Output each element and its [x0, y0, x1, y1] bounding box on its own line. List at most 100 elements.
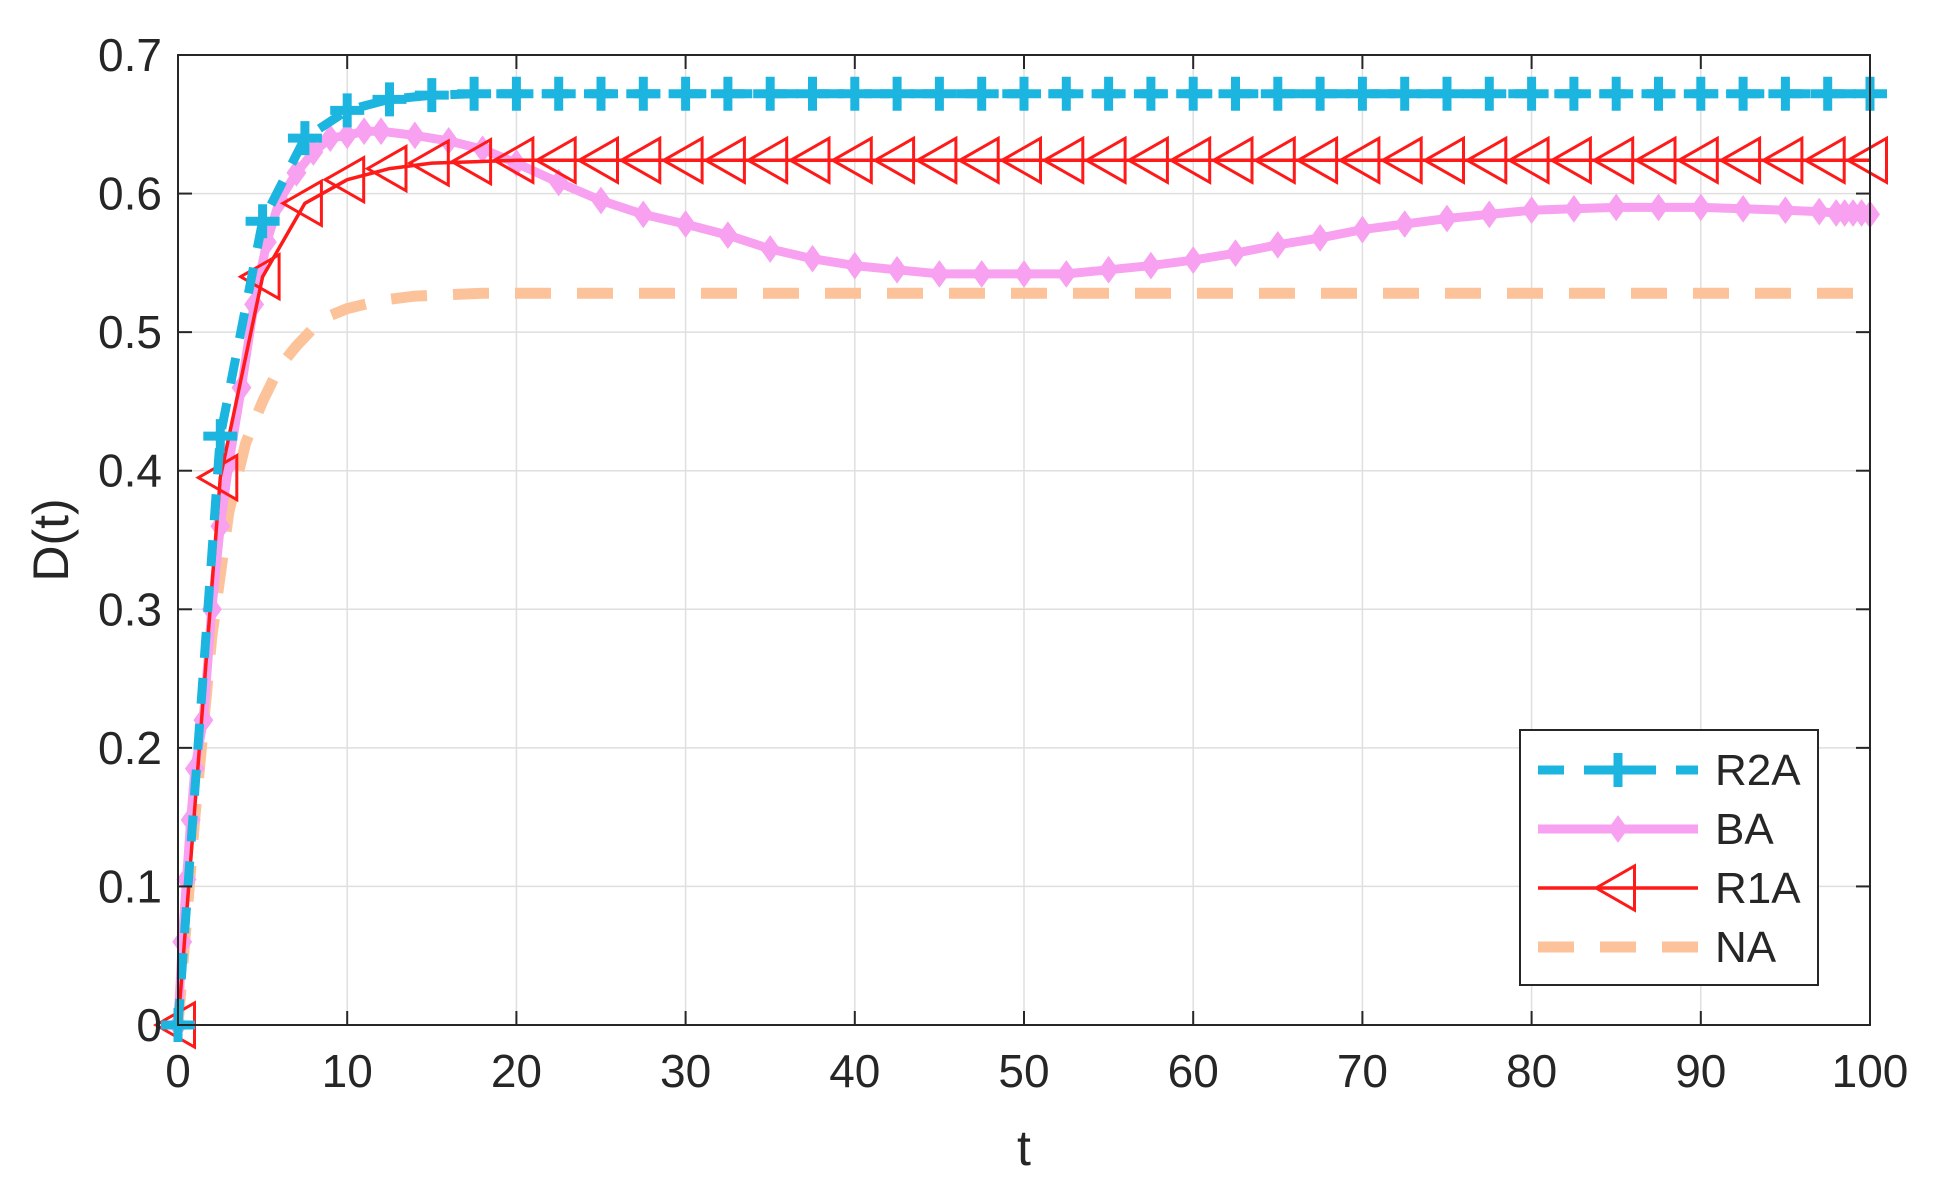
- data-point: [1810, 76, 1845, 111]
- x-tick-label: 20: [491, 1045, 542, 1097]
- legend-label: R2A: [1715, 746, 1801, 795]
- legend-label: BA: [1715, 805, 1774, 854]
- data-point: [1098, 255, 1119, 284]
- data-point: [1675, 135, 1719, 185]
- data-point: [1049, 76, 1084, 111]
- data-point: [675, 210, 696, 238]
- data-point: [1464, 135, 1508, 185]
- data-point: [541, 76, 576, 111]
- data-point: [1809, 197, 1830, 226]
- data-point: [626, 76, 661, 111]
- data-point: [1168, 135, 1212, 185]
- data-point: [203, 419, 238, 454]
- data-point: [717, 221, 738, 249]
- legend-entry-ba: BA: [1538, 805, 1774, 854]
- data-point: [337, 121, 358, 150]
- data-point: [844, 251, 865, 280]
- data-point: [998, 135, 1042, 185]
- legend-entry-na: NA: [1538, 923, 1777, 972]
- data-point: [753, 76, 788, 111]
- data-point: [372, 82, 407, 117]
- data-point: [279, 178, 323, 228]
- data-point: [1775, 196, 1796, 225]
- y-tick-label: 0: [136, 999, 162, 1051]
- data-point: [1387, 76, 1422, 111]
- data-point: [1683, 76, 1718, 111]
- data-point: [914, 135, 958, 185]
- series-line: [176, 158, 1870, 1026]
- data-point: [1183, 246, 1204, 274]
- data-point: [1218, 76, 1253, 111]
- data-point: [1091, 76, 1126, 111]
- data-point: [330, 93, 365, 128]
- data-point: [1479, 200, 1500, 229]
- x-tick-label: 70: [1337, 1045, 1388, 1097]
- y-tick-label: 0.6: [98, 168, 162, 220]
- data-point: [491, 135, 535, 185]
- y-tick-label: 0.3: [98, 583, 162, 635]
- data-point: [760, 235, 781, 263]
- series-line: [172, 287, 1870, 1026]
- data-point: [1592, 863, 1636, 913]
- data-point: [1514, 76, 1549, 111]
- x-tick-label: 50: [998, 1045, 1049, 1097]
- data-point: [287, 121, 322, 156]
- data-point: [414, 78, 449, 113]
- data-point: [1007, 76, 1041, 111]
- data-point: [1633, 135, 1677, 185]
- data-point: [1421, 135, 1465, 185]
- data-point: [1521, 196, 1542, 225]
- data-point: [457, 76, 492, 111]
- data-point: [1133, 76, 1168, 111]
- x-tick-label: 100: [1832, 1045, 1909, 1097]
- y-tick-label: 0.5: [98, 306, 162, 358]
- data-point: [1844, 135, 1888, 185]
- data-point: [371, 117, 392, 146]
- data-point: [1430, 76, 1464, 111]
- data-point: [499, 76, 534, 111]
- data-point: [1437, 204, 1457, 233]
- data-point: [633, 200, 654, 229]
- data-point: [880, 76, 915, 111]
- data-point: [1548, 135, 1592, 185]
- data-point: [1210, 135, 1254, 185]
- data-point: [1608, 815, 1628, 843]
- data-point: [872, 135, 916, 185]
- data-point: [1310, 224, 1331, 252]
- data-point: [584, 76, 618, 111]
- data-point: [1337, 135, 1381, 185]
- legend-label: R1A: [1715, 864, 1801, 913]
- x-tick-label: 60: [1168, 1045, 1219, 1097]
- data-point: [1472, 76, 1507, 111]
- data-point: [1394, 210, 1415, 238]
- data-point: [802, 244, 823, 273]
- data-point: [1303, 76, 1338, 111]
- data-point: [887, 255, 908, 284]
- data-point: [1041, 135, 1085, 185]
- data-point: [1225, 239, 1246, 268]
- data-point: [837, 76, 872, 111]
- series-na: [172, 287, 1870, 1026]
- data-point: [1726, 76, 1761, 111]
- data-point: [1606, 193, 1627, 222]
- data-point: [354, 117, 375, 146]
- data-point: [1768, 76, 1803, 111]
- data-point: [1556, 76, 1591, 111]
- data-point: [1056, 260, 1077, 288]
- data-point: [1083, 135, 1127, 185]
- data-point: [364, 144, 408, 194]
- legend: R2A BA R1A NA: [1519, 729, 1819, 986]
- data-point: [795, 76, 830, 111]
- data-point: [1506, 135, 1550, 185]
- data-point: [1140, 251, 1161, 280]
- series-ba: [168, 117, 1880, 1039]
- x-tick-label: 40: [829, 1045, 880, 1097]
- data-point: [964, 76, 999, 111]
- data-point: [1802, 135, 1846, 185]
- series-layer: [152, 76, 1888, 1050]
- data-point: [971, 260, 992, 288]
- data-point: [1345, 76, 1380, 111]
- data-point: [322, 155, 366, 205]
- data-point: [956, 135, 1000, 185]
